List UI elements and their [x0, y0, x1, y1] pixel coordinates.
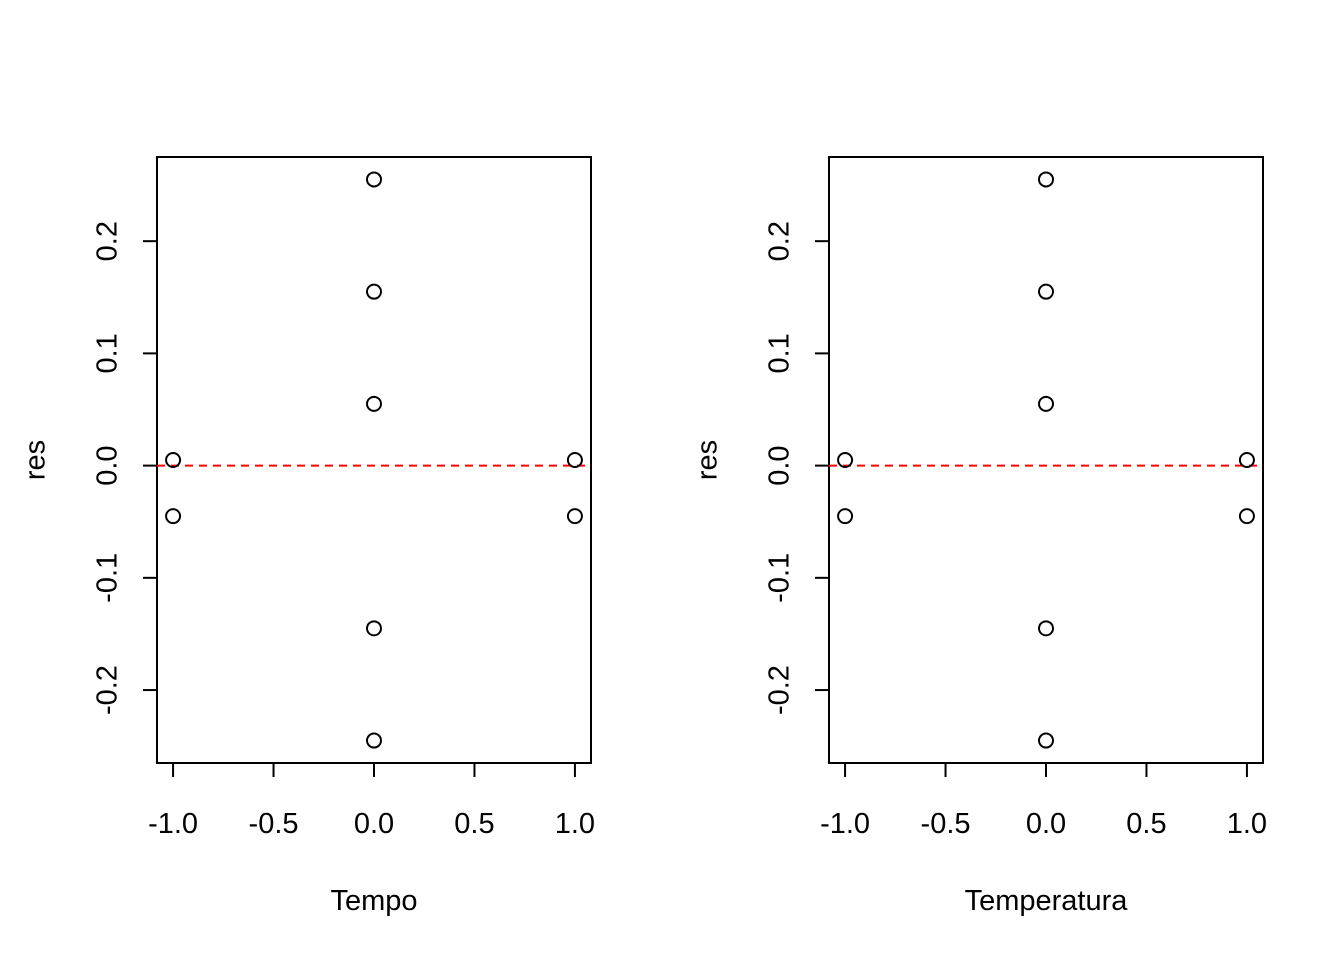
data-point	[366, 171, 382, 188]
data-point	[366, 283, 382, 300]
data-point	[1038, 171, 1054, 188]
data-point	[1038, 395, 1054, 412]
y-tick-label: -0.1	[764, 553, 796, 603]
data-point	[366, 395, 382, 412]
data-point	[366, 620, 382, 637]
plot-frame	[156, 156, 592, 764]
y-tick-label: 0.1	[764, 333, 796, 373]
chart-panel-2: -1.0 -0.5 0.0 0.5 1.0 -0.2 -0.1 0.0 0.1 0.2 Temper…	[692, 156, 1267, 917]
x-axis-title: Tempo	[330, 885, 417, 917]
data-point	[1038, 732, 1054, 749]
x-tick-label: 0.0	[354, 808, 394, 840]
x-tick-label: -0.5	[249, 808, 299, 840]
x-tick-label: -1.0	[820, 808, 870, 840]
x-tick-label: 0.0	[1026, 808, 1066, 840]
data-point	[1038, 620, 1054, 637]
x-tick-label: 1.0	[1227, 808, 1267, 840]
data-point	[566, 452, 583, 468]
y-tick-label: 0.0	[92, 445, 124, 485]
data-point	[165, 508, 182, 525]
x-tick-label: 0.5	[1126, 808, 1166, 840]
data-point	[837, 452, 854, 468]
y-tick-label: 0.2	[764, 221, 796, 261]
data-point	[366, 732, 382, 749]
y-tick-label: 0.1	[92, 333, 124, 373]
y-axis-title: res	[20, 440, 52, 480]
data-point	[1038, 283, 1054, 300]
x-tick-label: -0.5	[921, 808, 971, 840]
data-point	[1238, 452, 1255, 468]
x-tick-label: 1.0	[555, 808, 595, 840]
data-point	[566, 508, 583, 525]
y-tick-label: -0.1	[92, 553, 124, 603]
data-point	[837, 508, 854, 525]
y-tick-label: -0.2	[764, 665, 796, 715]
x-tick-label: 0.5	[454, 808, 494, 840]
chart-panel-1: -1.0 -0.5 0.0 0.5 1.0 -0.2 -0.1 0.0 0.1 0.2 Tempo r…	[20, 156, 595, 917]
data-point	[165, 452, 182, 468]
y-tick-label: 0.0	[764, 445, 796, 485]
plot-frame	[828, 156, 1264, 764]
x-axis-title: Temperatura	[965, 885, 1129, 917]
y-tick-label: -0.2	[92, 665, 124, 715]
x-tick-label: -1.0	[148, 808, 198, 840]
data-point	[1238, 508, 1255, 525]
y-axis-title: res	[692, 440, 724, 480]
y-tick-label: 0.2	[92, 221, 124, 261]
